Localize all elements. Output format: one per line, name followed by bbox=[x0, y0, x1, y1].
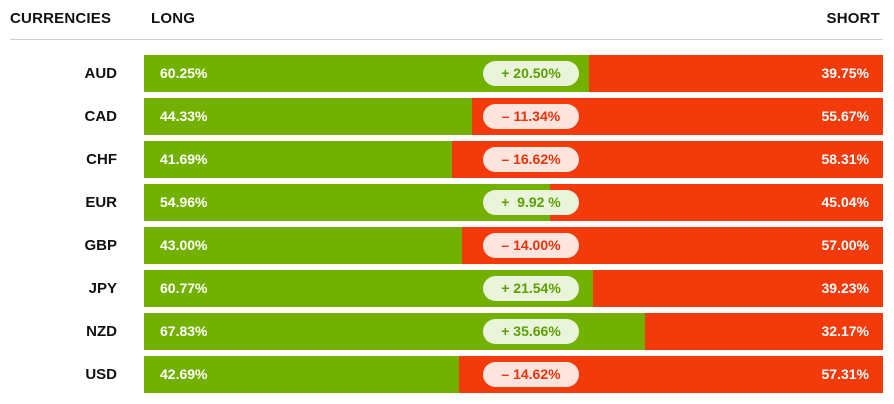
net-difference-badge-positive: + 20.50% bbox=[483, 61, 579, 86]
short-column-header: SHORT bbox=[826, 10, 880, 27]
short-percentage: 32.17% bbox=[821, 323, 869, 339]
long-percentage: 42.69% bbox=[160, 366, 208, 382]
long-percentage: 54.96% bbox=[160, 194, 208, 210]
long-percentage: 43.00% bbox=[160, 237, 208, 253]
net-difference-badge-positive: + 35.66% bbox=[483, 319, 579, 344]
table-row: EUR 54.96% 45.04% + 9.92 % bbox=[0, 184, 894, 221]
sentiment-bar: 60.25% 39.75% + 20.50% bbox=[144, 55, 883, 92]
long-column-header: LONG bbox=[151, 10, 196, 27]
long-percentage: 60.25% bbox=[160, 65, 208, 81]
table-row: JPY 60.77% 39.23% + 21.54% bbox=[0, 270, 894, 307]
long-bar-segment bbox=[144, 227, 462, 264]
table-row: NZD 67.83% 32.17% + 35.66% bbox=[0, 313, 894, 350]
long-percentage: 44.33% bbox=[160, 108, 208, 124]
net-difference-badge-negative: – 16.62% bbox=[483, 147, 579, 172]
sentiment-bar: 44.33% 55.67% – 11.34% bbox=[144, 98, 883, 135]
table-row: CHF 41.69% 58.31% – 16.62% bbox=[0, 141, 894, 178]
short-percentage: 39.23% bbox=[821, 280, 869, 296]
sentiment-bar: 42.69% 57.31% – 14.62% bbox=[144, 356, 883, 393]
net-difference-badge-negative: – 14.62% bbox=[483, 362, 579, 387]
sentiment-bar: 67.83% 32.17% + 35.66% bbox=[144, 313, 883, 350]
long-percentage: 41.69% bbox=[160, 151, 208, 167]
header-divider bbox=[10, 39, 883, 40]
long-percentage: 67.83% bbox=[160, 323, 208, 339]
net-difference-badge-positive: + 9.92 % bbox=[483, 190, 579, 215]
table-row: USD 42.69% 57.31% – 14.62% bbox=[0, 356, 894, 393]
currencies-column-header: CURRENCIES bbox=[10, 10, 112, 27]
short-percentage: 45.04% bbox=[821, 194, 869, 210]
currency-label: USD bbox=[85, 366, 117, 383]
long-percentage: 60.77% bbox=[160, 280, 208, 296]
short-percentage: 57.31% bbox=[821, 366, 869, 382]
short-percentage: 55.67% bbox=[821, 108, 869, 124]
short-percentage: 57.00% bbox=[821, 237, 869, 253]
net-difference-badge-positive: + 21.54% bbox=[483, 276, 579, 301]
table-header: CURRENCIES LONG SHORT bbox=[0, 0, 894, 40]
currency-label: CAD bbox=[84, 108, 118, 125]
currency-label: GBP bbox=[84, 237, 117, 254]
sentiment-bar: 43.00% 57.00% – 14.00% bbox=[144, 227, 883, 264]
table-row: GBP 43.00% 57.00% – 14.00% bbox=[0, 227, 894, 264]
short-percentage: 39.75% bbox=[821, 65, 869, 81]
currency-label: CHF bbox=[86, 151, 117, 168]
currency-label: EUR bbox=[85, 194, 117, 211]
table-row: AUD 60.25% 39.75% + 20.50% bbox=[0, 55, 894, 92]
table-row: CAD 44.33% 55.67% – 11.34% bbox=[0, 98, 894, 135]
long-bar-segment bbox=[144, 356, 459, 393]
sentiment-bar: 41.69% 58.31% – 16.62% bbox=[144, 141, 883, 178]
sentiment-bar: 60.77% 39.23% + 21.54% bbox=[144, 270, 883, 307]
short-percentage: 58.31% bbox=[821, 151, 869, 167]
long-bar-segment bbox=[144, 141, 452, 178]
currency-label: NZD bbox=[86, 323, 117, 340]
currency-label: JPY bbox=[88, 280, 117, 297]
long-bar-segment bbox=[144, 184, 550, 221]
net-difference-badge-negative: – 11.34% bbox=[483, 104, 579, 129]
long-bar-segment bbox=[144, 98, 472, 135]
sentiment-bar: 54.96% 45.04% + 9.92 % bbox=[144, 184, 883, 221]
currency-label: AUD bbox=[84, 65, 118, 82]
net-difference-badge-negative: – 14.00% bbox=[483, 233, 579, 258]
